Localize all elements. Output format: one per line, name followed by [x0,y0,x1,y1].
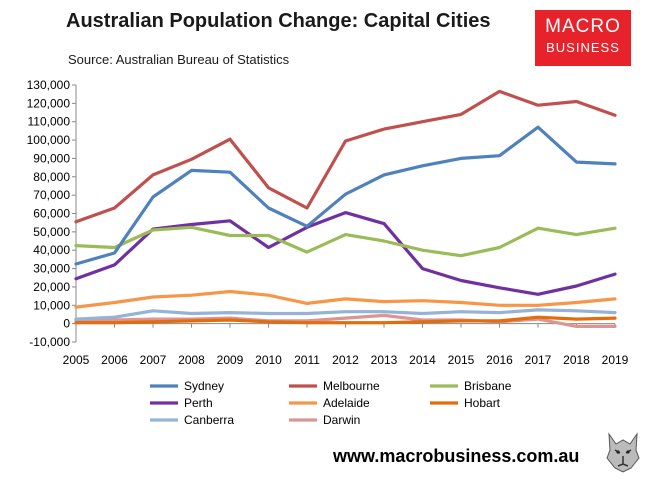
series-line-melbourne [74,89,617,224]
legend-label-brisbane: Brisbane [464,379,512,393]
chart-source: Source: Australian Bureau of Statistics [68,52,290,67]
x-tick-label: 2013 [371,353,398,367]
y-tick-label: -10,000 [29,335,70,349]
wolf-logo-icon [603,430,643,474]
y-tick-label: 70,000 [33,188,70,202]
x-tick-label: 2016 [486,353,513,367]
y-tick-label: 20,000 [33,280,70,294]
y-tick-label: 30,000 [33,262,70,276]
x-tick-label: 2019 [602,353,629,367]
y-tick-label: 110,000 [28,115,71,129]
logo-line-2: BUSINESS [546,40,620,55]
series-lines [74,89,617,328]
series-line-sydney [74,125,617,266]
legend-label-adelaide: Adelaide [323,396,370,410]
legend-label-sydney: Sydney [184,379,224,393]
logo-line-1: MACRO [545,16,621,37]
x-tick-label: 2011 [294,353,320,367]
axes: -10,000 0 10,000 20,000 30,000 40,000 50,000 60… [27,78,629,367]
legend-label-darwin: Darwin [323,413,360,427]
y-tick-label: 40,000 [33,243,70,257]
x-tick-label: 2017 [525,353,552,367]
x-tick-label: 2014 [409,353,436,367]
x-tick-label: 2015 [448,353,475,367]
y-tick-label: 130,000 [27,78,71,92]
y-tick-label: 90,000 [33,151,70,165]
x-tick-label: 2009 [217,353,244,367]
y-tick-label: 50,000 [33,225,70,239]
legend-label-hobart: Hobart [464,396,501,410]
x-tick-label: 2008 [178,353,205,367]
chart-title: Australian Population Change: Capital Ci… [66,10,491,32]
legend-label-perth: Perth [184,396,213,410]
legend: Sydney Melbourne Brisbane Perth Adelaide Hoba… [150,379,512,427]
x-tick-label: 2005 [63,353,90,367]
y-tick-label: 60,000 [33,207,70,221]
legend-label-canberra: Canberra [184,413,234,427]
series-line-adelaide [74,289,617,309]
x-tick-label: 2010 [255,353,282,367]
macrobusiness-logo: MACRO BUSINESS [535,10,631,66]
website-url: www.macrobusiness.com.au [333,446,580,466]
legend-label-melbourne: Melbourne [323,379,380,393]
y-tick-label: 10,000 [33,298,70,312]
series-line-canberra [74,308,617,321]
x-tick-label: 2018 [563,353,590,367]
x-tick-label: 2006 [101,353,128,367]
y-tick-label: 80,000 [33,170,70,184]
series-line-brisbane [74,225,617,258]
y-tick-label: 100,000 [27,133,71,147]
x-tick-label: 2007 [140,353,167,367]
series-line-perth [74,211,617,296]
series-line-hobart [74,315,617,325]
x-tick-label: 2012 [332,353,359,367]
y-tick-label: 120,000 [27,96,71,110]
y-tick-label: 0 [63,317,70,331]
